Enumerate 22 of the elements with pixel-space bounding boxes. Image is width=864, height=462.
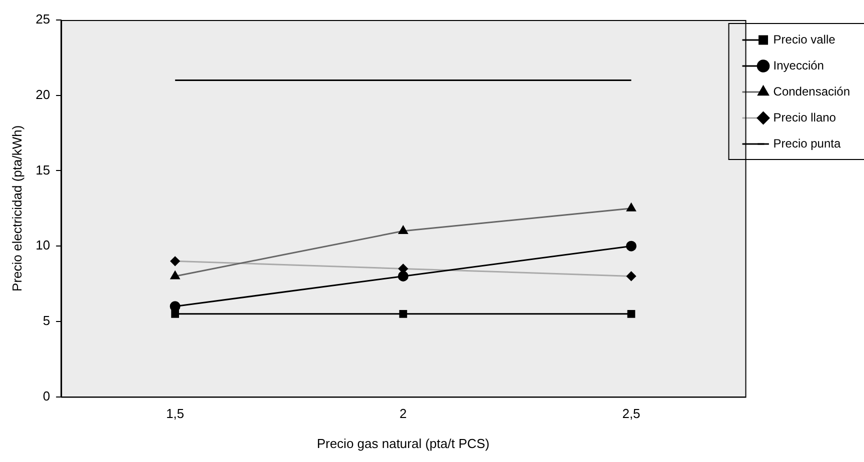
legend-label: Precio punta — [773, 136, 841, 150]
y-tick-label: 0 — [42, 388, 50, 404]
x-tick-label: 1,5 — [166, 406, 184, 422]
point — [398, 270, 408, 282]
x-tick-label: 2 — [400, 406, 407, 422]
point — [171, 310, 180, 318]
x-axis-title: Precio gas natural (pta/t PCS) — [316, 436, 490, 451]
y-tick-label: 10 — [36, 238, 50, 253]
x-tick-label: 2,5 — [622, 406, 640, 422]
y-tick-label: 15 — [36, 162, 50, 178]
y-tick-label: 25 — [36, 12, 50, 27]
legend-label: Precio llano — [773, 110, 836, 124]
y-tick-label: 20 — [36, 86, 50, 102]
point — [626, 240, 636, 252]
y-tick-label: 5 — [42, 313, 50, 328]
point — [627, 310, 636, 318]
legend-label: Condensación — [773, 84, 850, 98]
legend-label: Inyección — [773, 58, 824, 72]
point — [399, 310, 408, 318]
point — [170, 301, 180, 312]
legend-label: Precio valle — [773, 32, 836, 46]
y-axis-title: Precio electricidad (pta/kWh) — [9, 125, 24, 292]
